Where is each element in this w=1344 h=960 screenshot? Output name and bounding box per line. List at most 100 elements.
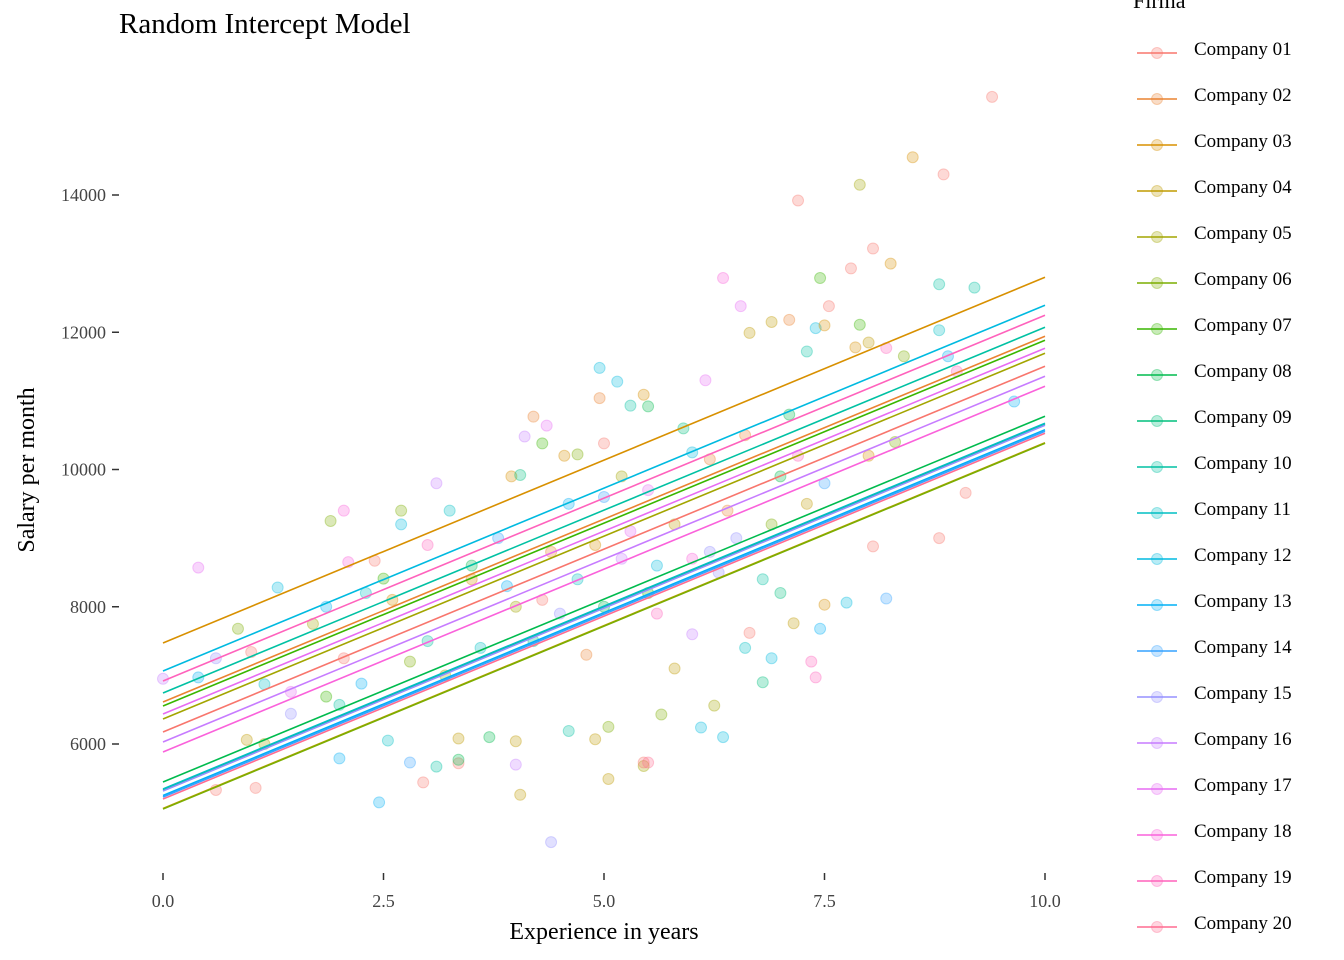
data-point	[452, 753, 465, 766]
data-point	[593, 392, 606, 405]
regression-line-15	[162, 424, 1046, 792]
y-tick-label: 10000	[61, 460, 106, 480]
data-point	[717, 272, 730, 285]
legend-item: Company 15	[1133, 674, 1343, 720]
legend-key-icon	[1137, 829, 1177, 841]
data-point	[637, 759, 650, 772]
regression-line-14	[162, 430, 1046, 798]
legend-item: Company 17	[1133, 766, 1343, 812]
data-point	[337, 504, 350, 517]
x-tick-label: 0.0	[152, 891, 175, 911]
data-point	[598, 437, 610, 450]
legend-item: Company 20	[1133, 904, 1343, 950]
data-point	[637, 388, 650, 401]
data-point	[624, 399, 637, 412]
regression-line-2	[162, 335, 1046, 703]
data-point	[324, 514, 337, 527]
regression-line-8	[162, 415, 1046, 783]
legend-key-icon	[1137, 185, 1177, 197]
legend-label: Company 06	[1194, 269, 1292, 290]
regression-line-17	[162, 347, 1046, 715]
regression-line-3	[162, 276, 1046, 644]
scatter-points	[157, 90, 1021, 849]
data-point	[509, 758, 522, 771]
legend-key-icon	[1137, 691, 1177, 703]
x-tick-label: 2.5	[372, 891, 395, 911]
legend-item: Company 13	[1133, 582, 1343, 628]
legend-key-icon	[1137, 507, 1177, 519]
data-point	[540, 419, 553, 432]
legend-key-icon	[1137, 277, 1177, 289]
data-point	[739, 641, 752, 654]
data-point	[818, 598, 831, 611]
data-point	[668, 662, 681, 675]
data-point	[809, 322, 822, 335]
data-point	[509, 735, 522, 748]
data-point	[589, 733, 602, 746]
legend-key-icon	[1137, 461, 1177, 473]
legend-label: Company 14	[1194, 637, 1292, 658]
data-point	[355, 677, 368, 690]
data-point	[765, 315, 778, 328]
legend-item: Company 02	[1133, 76, 1343, 122]
data-point	[249, 781, 262, 794]
data-point	[867, 242, 880, 255]
data-point	[809, 671, 822, 684]
legend-label: Company 20	[1194, 913, 1292, 934]
legend-item: Company 16	[1133, 720, 1343, 766]
data-point	[443, 504, 456, 517]
data-point	[403, 655, 416, 668]
data-point	[284, 707, 297, 720]
regression-line-12	[162, 304, 1046, 672]
data-point	[580, 648, 593, 661]
data-point	[959, 486, 972, 499]
y-tick-label: 8000	[70, 597, 106, 617]
legend-item: Company 06	[1133, 260, 1343, 306]
legend-key-icon	[1137, 921, 1177, 933]
legend-label: Company 07	[1194, 315, 1292, 336]
regression-line-16	[162, 375, 1046, 743]
data-point	[655, 708, 668, 721]
data-point	[884, 257, 897, 270]
data-point	[373, 796, 386, 809]
data-point	[783, 313, 796, 326]
data-point	[867, 540, 880, 553]
x-tick-label: 5.0	[593, 891, 616, 911]
legend-label: Company 16	[1194, 729, 1292, 750]
data-point	[717, 731, 730, 744]
legend-label: Company 13	[1194, 591, 1292, 612]
data-point	[642, 756, 655, 769]
data-point	[320, 690, 333, 703]
data-point	[430, 477, 443, 490]
data-point	[395, 504, 408, 517]
legend-item: Company 10	[1133, 444, 1343, 490]
legend-item: Company 18	[1133, 812, 1343, 858]
data-point	[514, 788, 527, 801]
data-point	[853, 178, 866, 191]
legend-key-icon	[1137, 599, 1177, 611]
regression-line-1	[162, 365, 1046, 733]
regression-line-7	[162, 339, 1046, 707]
data-point	[430, 760, 443, 773]
data-point	[240, 733, 253, 746]
y-tick-label: 14000	[61, 185, 106, 205]
data-point	[708, 699, 721, 712]
regression-line-10	[162, 326, 1046, 694]
data-point	[986, 90, 999, 103]
legend-label: Company 12	[1194, 545, 1292, 566]
legend-label: Company 03	[1194, 131, 1292, 152]
data-point	[862, 336, 875, 349]
legend-item: Company 01	[1133, 30, 1343, 76]
data-point	[514, 468, 527, 481]
legend-item: Company 05	[1133, 214, 1343, 260]
legend-key-icon	[1137, 645, 1177, 657]
data-point	[452, 732, 465, 745]
data-point	[333, 752, 346, 765]
legend-key-icon	[1137, 737, 1177, 749]
legend-item: Company 09	[1133, 398, 1343, 444]
legend-label: Company 05	[1194, 223, 1292, 244]
legend-item: Company 04	[1133, 168, 1343, 214]
legend-key-icon	[1137, 93, 1177, 105]
legend-item: Company 07	[1133, 306, 1343, 352]
